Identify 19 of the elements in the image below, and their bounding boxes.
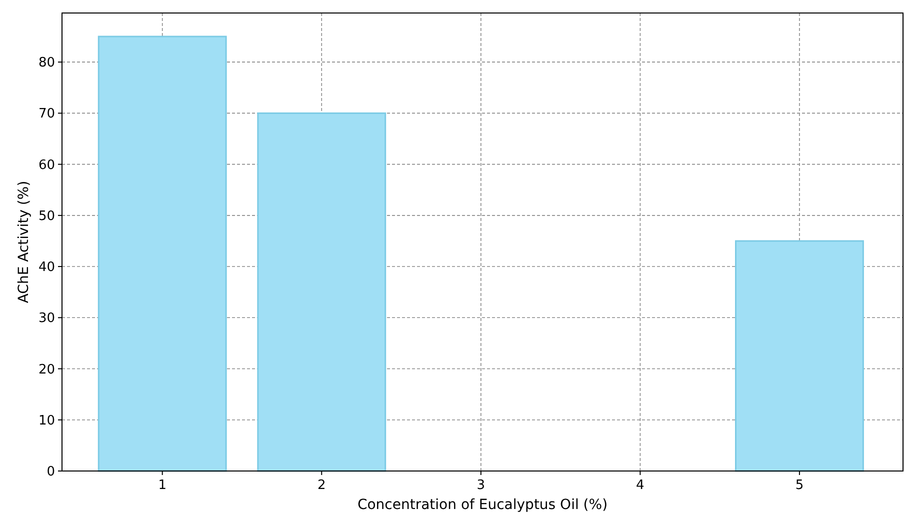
- x-axis-title: Concentration of Eucalyptus Oil (%): [357, 497, 608, 513]
- bar: [735, 240, 864, 472]
- x-tick-label: 5: [795, 478, 804, 493]
- bar: [257, 112, 386, 472]
- y-tick-label: 10: [38, 413, 55, 428]
- y-tick-label: 20: [38, 362, 55, 378]
- y-tick-label: 70: [38, 106, 55, 122]
- y-tick-label: 80: [38, 56, 55, 71]
- x-tick-label: 3: [476, 478, 486, 493]
- x-tick-label: 1: [158, 478, 166, 493]
- y-tick-label: 50: [38, 208, 55, 224]
- x-tick-label: 4: [636, 478, 644, 493]
- bar: [98, 36, 227, 472]
- y-tick-label: 60: [38, 158, 55, 173]
- y-tick-label: 40: [38, 260, 55, 276]
- x-tick-label: 2: [317, 478, 326, 493]
- y-tick-label: 0: [46, 464, 55, 480]
- y-axis-title: AChE Activity (%): [16, 180, 32, 304]
- y-tick-label: 30: [38, 311, 55, 326]
